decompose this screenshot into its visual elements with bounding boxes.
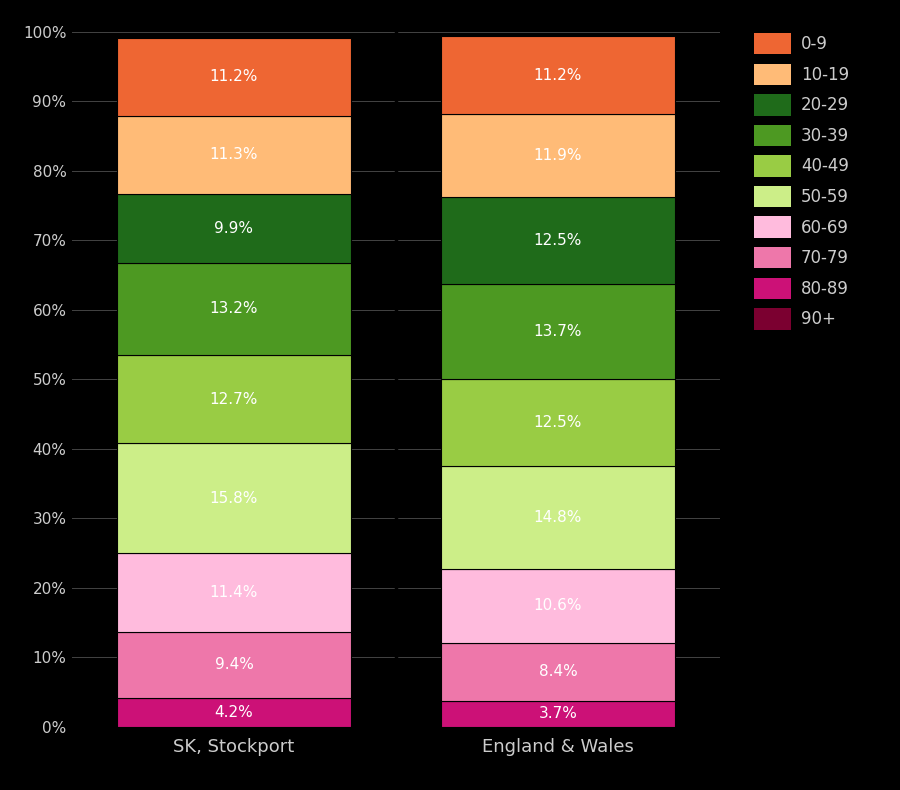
Text: 11.9%: 11.9% <box>534 149 582 164</box>
Bar <box>117 443 351 553</box>
Bar <box>441 36 675 115</box>
Bar <box>441 569 675 643</box>
Bar <box>441 701 675 727</box>
Text: 12.5%: 12.5% <box>534 233 582 248</box>
Bar <box>441 466 675 569</box>
Bar <box>117 355 351 443</box>
Text: 13.2%: 13.2% <box>210 302 258 317</box>
Text: 11.4%: 11.4% <box>210 585 258 600</box>
Text: 11.3%: 11.3% <box>210 148 258 163</box>
Legend: 0-9, 10-19, 20-29, 30-39, 40-49, 50-59, 60-69, 70-79, 80-89, 90+: 0-9, 10-19, 20-29, 30-39, 40-49, 50-59, … <box>754 33 849 329</box>
Text: 12.5%: 12.5% <box>534 416 582 430</box>
Bar <box>117 194 351 263</box>
Bar <box>441 643 675 701</box>
Text: 11.2%: 11.2% <box>534 68 582 83</box>
Bar <box>117 632 351 698</box>
Text: 9.4%: 9.4% <box>214 657 254 672</box>
Text: 10.6%: 10.6% <box>534 598 582 613</box>
Text: 15.8%: 15.8% <box>210 491 258 506</box>
Bar <box>117 698 351 727</box>
Bar <box>441 197 675 284</box>
Text: 8.4%: 8.4% <box>538 664 578 679</box>
Text: 3.7%: 3.7% <box>538 706 578 721</box>
Bar <box>117 263 351 355</box>
Text: 9.9%: 9.9% <box>214 221 254 236</box>
Text: 14.8%: 14.8% <box>534 510 582 525</box>
Bar <box>441 284 675 379</box>
Bar <box>441 379 675 466</box>
Text: 4.2%: 4.2% <box>214 705 254 720</box>
Text: 12.7%: 12.7% <box>210 392 258 407</box>
Bar <box>117 553 351 632</box>
Bar <box>441 115 675 197</box>
Text: 13.7%: 13.7% <box>534 324 582 339</box>
Text: 11.2%: 11.2% <box>210 70 258 85</box>
Bar <box>117 38 351 115</box>
Bar <box>117 115 351 194</box>
